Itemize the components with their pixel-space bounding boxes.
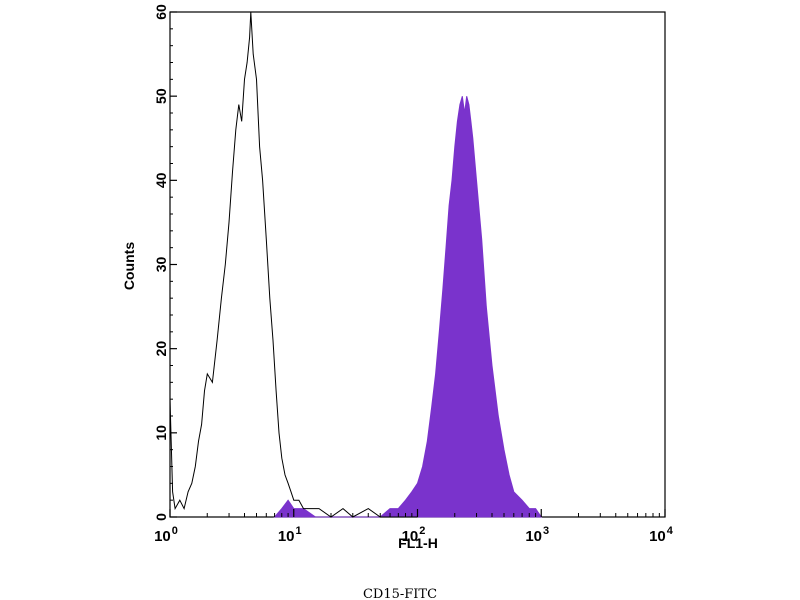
- series-layer: [169, 11, 543, 518]
- x-tick-label: 101: [278, 525, 302, 545]
- chart-caption: CD15-FITC: [363, 587, 437, 600]
- x-tick-label: 100: [154, 525, 178, 545]
- y-tick-label: 50: [153, 88, 169, 104]
- x-axis-label: FL1-H: [398, 535, 438, 551]
- y-tick-label: 30: [153, 257, 169, 273]
- y-axis-label: Counts: [121, 242, 137, 290]
- x-tick-label: 103: [525, 525, 549, 545]
- y-tick-label: 10: [153, 425, 169, 441]
- x-tick-label: 104: [649, 525, 674, 545]
- y-tick-label: 60: [153, 4, 169, 20]
- y-tick-label: 40: [153, 172, 169, 188]
- y-tick-label: 20: [153, 341, 169, 357]
- histogram-filled-series: [273, 96, 543, 518]
- y-tick-label: 0: [153, 513, 169, 521]
- histogram-outline-series: [169, 11, 418, 518]
- y-axis-ticks: 0 10 20 30 40 50 60: [153, 4, 177, 521]
